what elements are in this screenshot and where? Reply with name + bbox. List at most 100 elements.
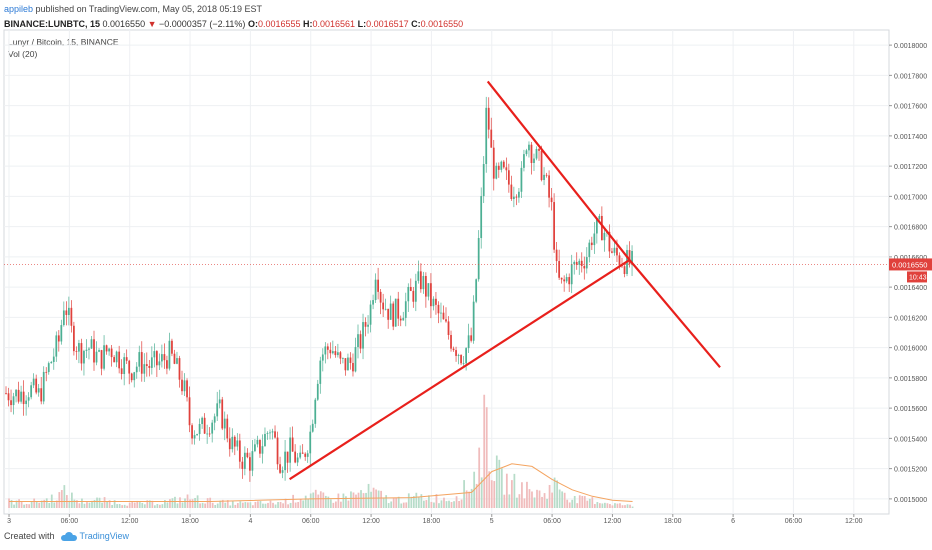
y-tick-label: 0.0017400 [894,134,927,141]
volume-bar [8,498,10,508]
candle-body [176,358,178,364]
plot-frame [3,29,890,515]
countdown-tag [907,271,927,283]
candle-body [364,322,367,327]
volume-bar [395,497,398,508]
candle-body [243,452,246,469]
candle-body [223,418,226,429]
volume-bar [611,505,614,508]
volume-bar [23,504,25,508]
candle-body [502,161,505,168]
volume-bar [357,492,360,508]
candle-body [595,219,598,234]
candle-body [186,380,188,398]
volume-bar [548,484,551,508]
volume-bar [604,502,606,508]
volume-bar [536,489,538,508]
volume-bar [143,504,146,508]
volume-bar [505,473,508,508]
close-value: 0.0016550 [420,19,464,29]
volume-bar [563,492,566,508]
candle-body [17,389,20,402]
volume-bar [164,500,166,508]
tradingview-logo[interactable]: TradingView [60,531,129,541]
candle-body [7,393,10,401]
candle-body [563,279,566,282]
volume-bar [445,501,448,508]
candle-body [399,318,402,321]
candle-body [347,357,349,371]
volume-bar [226,500,229,508]
trend-line-lower[interactable] [289,258,631,481]
volume-bar [294,502,297,508]
candle-body [359,334,362,349]
candle-body [65,310,68,315]
candle-body [319,360,322,384]
candle-body [281,470,284,473]
candle-body [10,400,12,406]
candle-body [334,351,337,356]
volume-bar [365,492,367,508]
volume-bar [598,503,601,508]
volume-bar [309,493,312,508]
current-price-label: 0.0016550 [892,260,927,269]
symbol-label[interactable]: BINANCE:LUNBTC, 15 [4,19,101,29]
author-link[interactable]: appileb [4,4,34,14]
volume-bar [513,473,516,508]
volume-bar [455,496,458,508]
candle-body [550,197,553,203]
volume-bar [387,503,390,508]
candle-body [422,276,425,290]
chart-title: Lunyr / Bitcoin, 15, BINANCE [8,37,119,47]
candle-body [467,335,470,349]
candle-body [344,358,347,371]
candle-body [261,446,264,454]
candle-body [166,360,168,369]
candle-body [377,279,379,292]
volume-bar [76,500,78,508]
candle-body [196,434,198,436]
candle-body [15,389,17,397]
candle-body [392,303,395,327]
volume-bar [55,500,58,508]
y-tick-label: 0.0016800 [894,225,927,232]
volume-bar [151,500,154,508]
volume-bar [292,494,295,508]
volume-bar [78,503,81,508]
volume-bar [98,497,101,508]
candle-body [188,397,191,426]
candle-body [525,150,528,155]
volume-bar [126,505,129,508]
volume-bar [621,505,624,508]
candle-body [362,322,364,349]
candle-body [254,444,256,452]
x-tick-label: 18:00 [423,518,441,525]
candle-body [387,308,390,320]
candle-body [171,340,173,354]
candle-body [251,451,254,471]
candle-body [168,340,171,369]
volume-bar [510,480,513,508]
volume-bar [324,495,327,508]
volume-bar [254,501,257,508]
candle-body [291,437,294,452]
candle-body [505,167,508,171]
trend-line-upper[interactable] [486,80,721,368]
volume-bar [593,504,596,508]
candle-body [57,335,60,342]
volume-bar [83,503,86,508]
volume-bar [616,503,619,508]
volume-bar [20,501,23,508]
candle-body [553,202,555,250]
volume-bar [35,501,38,508]
volume-bar [161,504,164,508]
candle-body [80,343,83,364]
candle-body [296,457,299,463]
ohlc-line: BINANCE:LUNBTC, 15 0.0016550 ▼ −0.000035… [4,17,463,32]
volume-bar [40,500,43,508]
price-chart[interactable]: Lunyr / Bitcoin, 15, BINANCE Vol (20) 0.… [0,0,932,530]
volume-bar [360,490,362,508]
volume-bar [402,502,405,508]
volume-bar [586,500,589,508]
volume-bar [425,500,428,508]
